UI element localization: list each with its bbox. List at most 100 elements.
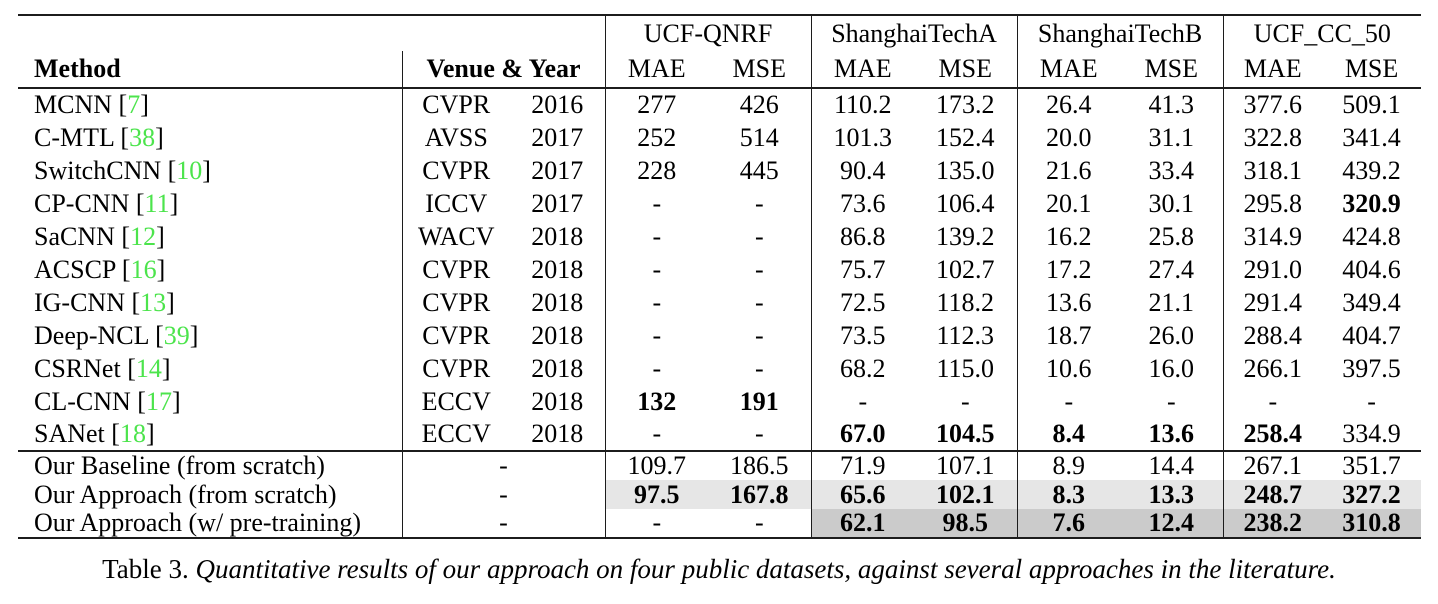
- value-cell: -: [754, 353, 764, 383]
- method-cell: Our Approach (w/ pre-training): [34, 508, 362, 537]
- value-cell: 20.1: [1016, 187, 1121, 220]
- table-row: CL-CNN [17] ECCV 2018 132 191 - - - - - -: [18, 385, 1421, 418]
- table-row: IG-CNN [13] CVPR 2018- -72.5 118.2 13.6 21.1 29…: [18, 286, 1421, 319]
- year-cell: 2017: [531, 155, 584, 185]
- citation-link[interactable]: 12: [130, 221, 157, 251]
- value-cell: 334.9: [1342, 419, 1401, 448]
- venue-cell: CVPR: [401, 352, 510, 385]
- value-cell: 228: [604, 154, 709, 187]
- venue-cell: CVPR: [401, 253, 510, 286]
- value-cell: 21.1: [1148, 287, 1195, 317]
- results-table: UCF-QNRF ShanghaiTechA ShanghaiTechB UCF…: [18, 14, 1422, 539]
- value-cell: 248.7: [1222, 480, 1323, 509]
- method-cell: IG-CNN [13]: [34, 287, 175, 317]
- value-cell: -: [754, 419, 764, 448]
- citation-link[interactable]: 39: [163, 320, 190, 350]
- citation-link[interactable]: 7: [127, 90, 141, 119]
- value-cell: -: [754, 188, 764, 218]
- value-cell: 109.7: [604, 451, 709, 480]
- dataset-header-ucf-qnrf: UCF-QNRF: [604, 15, 812, 51]
- value-cell: 27.4: [1148, 254, 1195, 284]
- value-cell: 115.0: [936, 353, 995, 383]
- col-header-mse-shb: MSE: [1144, 54, 1199, 83]
- value-cell: 13.3: [1120, 480, 1224, 509]
- table-row: Our Baseline (from scratch) -109.7 186.5 71…: [18, 451, 1421, 480]
- value-cell: -: [754, 320, 764, 350]
- value-cell: 277: [604, 88, 709, 121]
- value-cell: -: [810, 385, 915, 418]
- citation-link[interactable]: 14: [135, 353, 162, 383]
- table-header: UCF-QNRF ShanghaiTechA ShanghaiTechB UCF…: [18, 15, 1422, 88]
- value-cell: 10.6: [1016, 352, 1121, 385]
- citation-link[interactable]: 38: [129, 122, 156, 152]
- value-cell: -: [604, 253, 709, 286]
- value-cell: 68.2: [810, 352, 915, 385]
- value-cell: 106.4: [936, 188, 995, 218]
- col-header-mse-qnrf: MSE: [732, 54, 787, 83]
- value-cell: 97.5: [604, 480, 709, 509]
- value-cell: 12.4: [1120, 509, 1224, 538]
- value-cell: -: [754, 221, 764, 251]
- value-cell: 327.2: [1322, 480, 1422, 509]
- dataset-header-shanghaitech-a: ShanghaiTechA: [810, 15, 1018, 51]
- header-corner: [18, 15, 605, 51]
- col-header-mae-qnrf: MAE: [604, 51, 709, 88]
- value-cell: -: [604, 352, 709, 385]
- method-cell: CL-CNN [17]: [34, 386, 181, 416]
- table-row: SwitchCNN [10] CVPR 2017 228 445 90.4 135.0 21.…: [18, 154, 1421, 187]
- value-cell: 13.6: [1016, 286, 1121, 319]
- col-header-mse-sha: MSE: [938, 54, 993, 83]
- value-cell: 397.5: [1342, 353, 1401, 383]
- citation-link[interactable]: 13: [140, 287, 167, 317]
- column-header-row: Method Venue & Year MAE MSE MAE MSE MAE …: [18, 51, 1421, 88]
- value-cell: 90.4: [810, 154, 915, 187]
- year-cell: 2018: [531, 386, 584, 416]
- value-cell: 30.1: [1148, 188, 1195, 218]
- value-cell: 291.4: [1222, 286, 1323, 319]
- year-cell: 2018: [531, 221, 584, 251]
- value-cell: 101.3: [810, 121, 915, 154]
- value-cell: -: [604, 187, 709, 220]
- value-cell: 186.5: [730, 451, 789, 480]
- value-cell: 404.7: [1342, 320, 1401, 350]
- caption-label: Table 3.: [102, 554, 196, 584]
- value-cell: -: [754, 287, 764, 317]
- value-cell: -: [604, 509, 709, 538]
- citation-link[interactable]: 16: [130, 254, 157, 284]
- value-cell: 98.5: [914, 509, 1018, 538]
- table-row: CSRNet [14] CVPR 2018- -68.2 115.0 10.6 16.0 26…: [18, 352, 1421, 385]
- citation-link[interactable]: 18: [119, 419, 146, 448]
- value-cell: 404.6: [1342, 254, 1401, 284]
- method-cell: SwitchCNN [10]: [34, 155, 211, 185]
- value-cell: 31.1: [1148, 122, 1195, 152]
- table-row: ACSCP [16] CVPR 2018- -75.7 102.7 17.2 27.4 291…: [18, 253, 1421, 286]
- value-cell: 173.2: [936, 90, 995, 119]
- year-cell: 2018: [531, 419, 584, 448]
- value-cell: 16.0: [1148, 353, 1195, 383]
- method-cell: C-MTL [38]: [34, 122, 164, 152]
- value-cell: -: [1166, 386, 1176, 416]
- value-cell: 104.5: [936, 419, 995, 448]
- method-cell: SaCNN [12]: [34, 221, 165, 251]
- value-cell: 318.1: [1222, 154, 1323, 187]
- value-cell: 266.1: [1222, 352, 1323, 385]
- value-cell: 349.4: [1342, 287, 1401, 317]
- value-cell: 118.2: [936, 287, 995, 317]
- value-cell: 62.1: [810, 509, 915, 538]
- value-cell: 73.5: [810, 319, 915, 352]
- value-cell: 26.0: [1148, 320, 1195, 350]
- col-header-mae-cc50: MAE: [1222, 51, 1323, 88]
- value-cell: 351.7: [1342, 451, 1401, 480]
- value-cell: 72.5: [810, 286, 915, 319]
- citation-link[interactable]: 17: [145, 386, 172, 416]
- year-cell: 2018: [531, 254, 584, 284]
- citation-link[interactable]: 10: [176, 155, 203, 185]
- value-cell: -: [604, 286, 709, 319]
- value-cell: 252: [604, 121, 709, 154]
- value-cell: 8.3: [1016, 480, 1121, 509]
- year-cell: 2018: [531, 287, 584, 317]
- value-cell: 65.6: [810, 480, 915, 509]
- value-cell: 7.6: [1016, 509, 1121, 538]
- citation-link[interactable]: 11: [144, 188, 170, 218]
- value-cell: 514: [739, 122, 779, 152]
